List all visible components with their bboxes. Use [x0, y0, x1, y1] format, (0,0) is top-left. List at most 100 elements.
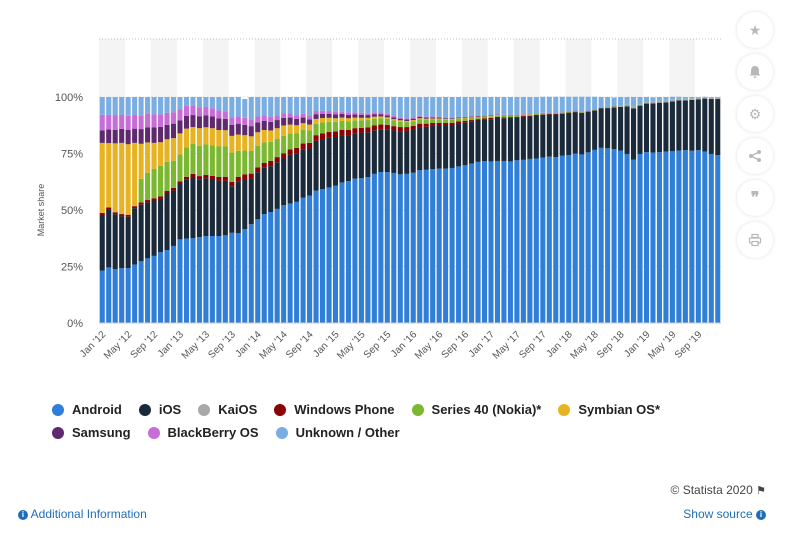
bar-segment-unknown-other: [650, 97, 656, 102]
legend-item[interactable]: Android: [52, 398, 122, 421]
print-button[interactable]: [737, 222, 773, 258]
bar-segment-samsung: [177, 120, 183, 134]
bar-segment-android: [618, 150, 624, 323]
bar-segment-series-40-nokia: [443, 119, 449, 123]
legend-item[interactable]: Series 40 (Nokia)*: [411, 398, 542, 421]
bar-segment-windows-phone: [281, 153, 287, 159]
bar-segment-series-40-nokia: [384, 118, 390, 125]
legend-item[interactable]: Symbian OS*: [558, 398, 660, 421]
bar-segment-ios: [287, 154, 293, 204]
bar-segment-windows-phone: [514, 116, 520, 118]
bar-segment-android: [313, 190, 319, 323]
bar-segment-samsung: [125, 129, 131, 145]
bar-segment-symbian-os: [119, 142, 125, 215]
bar-segment-samsung: [183, 115, 189, 129]
bar-segment-blackberry-os: [287, 113, 293, 118]
show-source-link[interactable]: Show source i: [683, 507, 766, 521]
bar-segment-windows-phone: [255, 167, 261, 173]
bar-segment-android: [248, 224, 254, 323]
legend-swatch: [52, 426, 64, 439]
x-tick-label: May '17: [491, 329, 524, 362]
bar-segment-unknown-other: [443, 97, 449, 118]
bar-segment-symbian-os: [138, 143, 144, 179]
bar-segment-ios: [132, 208, 138, 265]
share-button[interactable]: [737, 138, 773, 174]
bar-segment-symbian-os: [320, 118, 326, 123]
bar-segment-blackberry-os: [417, 115, 423, 117]
bar-segment-windows-phone: [507, 117, 513, 119]
bar-segment-symbian-os: [222, 130, 228, 147]
bar-segment-samsung: [196, 116, 202, 129]
bar-segment-series-40-nokia: [475, 117, 481, 120]
bar-segment-series-40-nokia: [294, 133, 300, 148]
bar-segment-symbian-os: [229, 135, 235, 153]
bar-segment-ios: [268, 166, 274, 213]
legend-label: Series 40 (Nokia)*: [431, 402, 542, 417]
bar-segment-ios: [229, 186, 235, 233]
info-icon: i: [18, 509, 28, 520]
bar-segment-android: [417, 170, 423, 323]
bar-segment-windows-phone: [332, 131, 339, 138]
bar-segment-windows-phone: [106, 207, 112, 210]
additional-information-link[interactable]: i Additional Information: [18, 507, 147, 521]
cite-button[interactable]: ❞: [737, 180, 773, 216]
bar-segment-symbian-os: [281, 125, 287, 136]
bar-segment-windows-phone: [261, 162, 267, 168]
bar-segment-unknown-other: [501, 97, 507, 115]
legend-item[interactable]: Unknown / Other: [275, 421, 400, 444]
bar-segment-android: [242, 228, 248, 323]
bar-segment-samsung: [475, 115, 481, 117]
bar-segment-android: [702, 151, 708, 323]
bar-segment-android: [294, 201, 300, 323]
bar-segment-symbian-os: [274, 128, 280, 140]
bar-segment-windows-phone: [430, 122, 436, 126]
bar-segment-series-40-nokia: [488, 116, 494, 119]
legend-item[interactable]: Samsung: [52, 421, 131, 444]
bar-segment-samsung: [268, 121, 274, 131]
settings-button[interactable]: ⚙: [737, 96, 773, 132]
legend-item[interactable]: KaiOS: [198, 398, 257, 421]
bar-segment-kaios: [663, 100, 669, 103]
bar-segment-series-40-nokia: [216, 146, 222, 178]
bar-segment-samsung: [358, 114, 364, 118]
bar-segment-ios: [540, 114, 546, 158]
notification-button[interactable]: [737, 54, 773, 90]
bar-segment-android: [132, 264, 138, 323]
bar-segment-symbian-os: [358, 117, 364, 121]
bar-segment-android: [715, 155, 721, 323]
y-axis-label: Market share: [36, 184, 46, 237]
bar-segment-windows-phone: [397, 127, 403, 132]
bar-segment-symbian-os: [183, 128, 189, 148]
bar-segment-windows-phone: [138, 202, 144, 205]
bar-segment-windows-phone: [235, 176, 241, 182]
favorite-button[interactable]: ★: [737, 12, 773, 48]
bar-segment-android: [99, 270, 105, 323]
bar-segment-ios: [656, 102, 662, 153]
bar-segment-samsung: [294, 118, 300, 126]
bar-segment-symbian-os: [145, 142, 151, 173]
bar-segment-samsung: [99, 130, 105, 143]
bar-segment-series-40-nokia: [553, 113, 559, 114]
bar-segment-blackberry-os: [358, 112, 364, 115]
bar-segment-samsung: [216, 118, 222, 130]
legend-item[interactable]: iOS: [138, 398, 181, 421]
sidebar-toolbar: ★ ⚙ ❞: [737, 12, 775, 264]
bar-segment-symbian-os: [449, 119, 455, 120]
legend-item[interactable]: Windows Phone: [274, 398, 395, 421]
bar-segment-symbian-os: [106, 143, 112, 208]
bar-segment-symbian-os: [326, 117, 332, 122]
bar-segment-blackberry-os: [274, 115, 280, 121]
legend-label: Symbian OS*: [578, 402, 661, 417]
bar-segment-android: [430, 169, 436, 323]
bar-segment-samsung: [469, 116, 475, 118]
bar-segment-samsung: [365, 115, 371, 118]
bar-segment-samsung: [287, 117, 293, 125]
bar-segment-unknown-other: [255, 97, 261, 117]
legend-item[interactable]: BlackBerry OS: [147, 421, 259, 444]
bar-segment-symbian-os: [242, 135, 248, 151]
bar-segment-windows-phone: [443, 122, 449, 126]
bar-segment-series-40-nokia: [229, 152, 235, 182]
bar-segment-samsung: [132, 128, 138, 143]
bar-segment-android: [125, 268, 131, 323]
